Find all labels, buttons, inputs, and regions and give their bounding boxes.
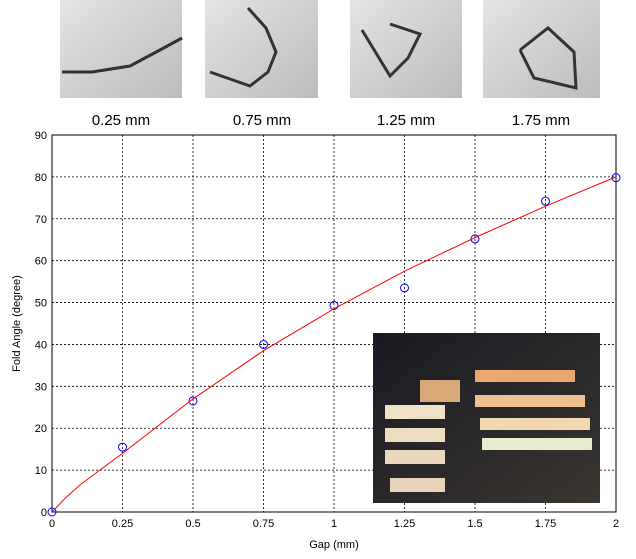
y-tick-label: 70 [35,214,47,226]
y-tick-label: 60 [35,256,47,268]
y-axis-label: Fold Angle (degree) [11,275,23,372]
x-tick-label: 1 [331,518,337,530]
photo-strip-shape [385,405,445,419]
x-tick-label: 0 [49,518,55,530]
photo-strip-shape [420,380,460,402]
y-tick-label: 90 [35,130,47,142]
y-tick-label: 50 [35,298,47,310]
photo-caption: 0.25 mm [92,112,150,129]
photo-caption: 1.25 mm [377,112,435,129]
photo [205,0,318,98]
x-tick-label: 0.75 [253,518,274,530]
photo-strip-shape [475,395,585,407]
y-tick-label: 30 [35,381,47,393]
y-tick-label: 40 [35,339,47,351]
figure: 0 10 20 30 40 50 60 70 80 90 0 0.25 0.5 0.75 1 1.25 1.5 1… [0,0,636,554]
photo [350,0,462,98]
photo-caption: 0.75 mm [233,112,291,129]
photo-caption: 1.75 mm [512,112,570,129]
photo-strip-shape [475,370,575,382]
x-tick-label: 1.5 [467,518,482,530]
y-tick-label: 10 [35,465,47,477]
inset-photo [373,333,600,503]
photo-strip-shape [385,450,445,464]
x-tick-label: 0.5 [185,518,200,530]
x-tick-label: 1.25 [394,518,415,530]
photo-strip-shape [390,478,445,492]
x-tick-label: 0.25 [112,518,133,530]
photo-strip-shape [480,418,590,430]
photo-strip-shape [482,438,592,450]
y-tick-label: 20 [35,423,47,435]
x-axis-label: Gap (mm) [309,539,359,551]
photo-strip [60,0,600,98]
y-tick-label: 0 [41,507,47,519]
x-tick-label: 2 [613,518,619,530]
photo-strip-shape [385,428,445,442]
y-tick-label: 80 [35,172,47,184]
x-tick-label: 1.75 [535,518,556,530]
photo [483,0,600,98]
